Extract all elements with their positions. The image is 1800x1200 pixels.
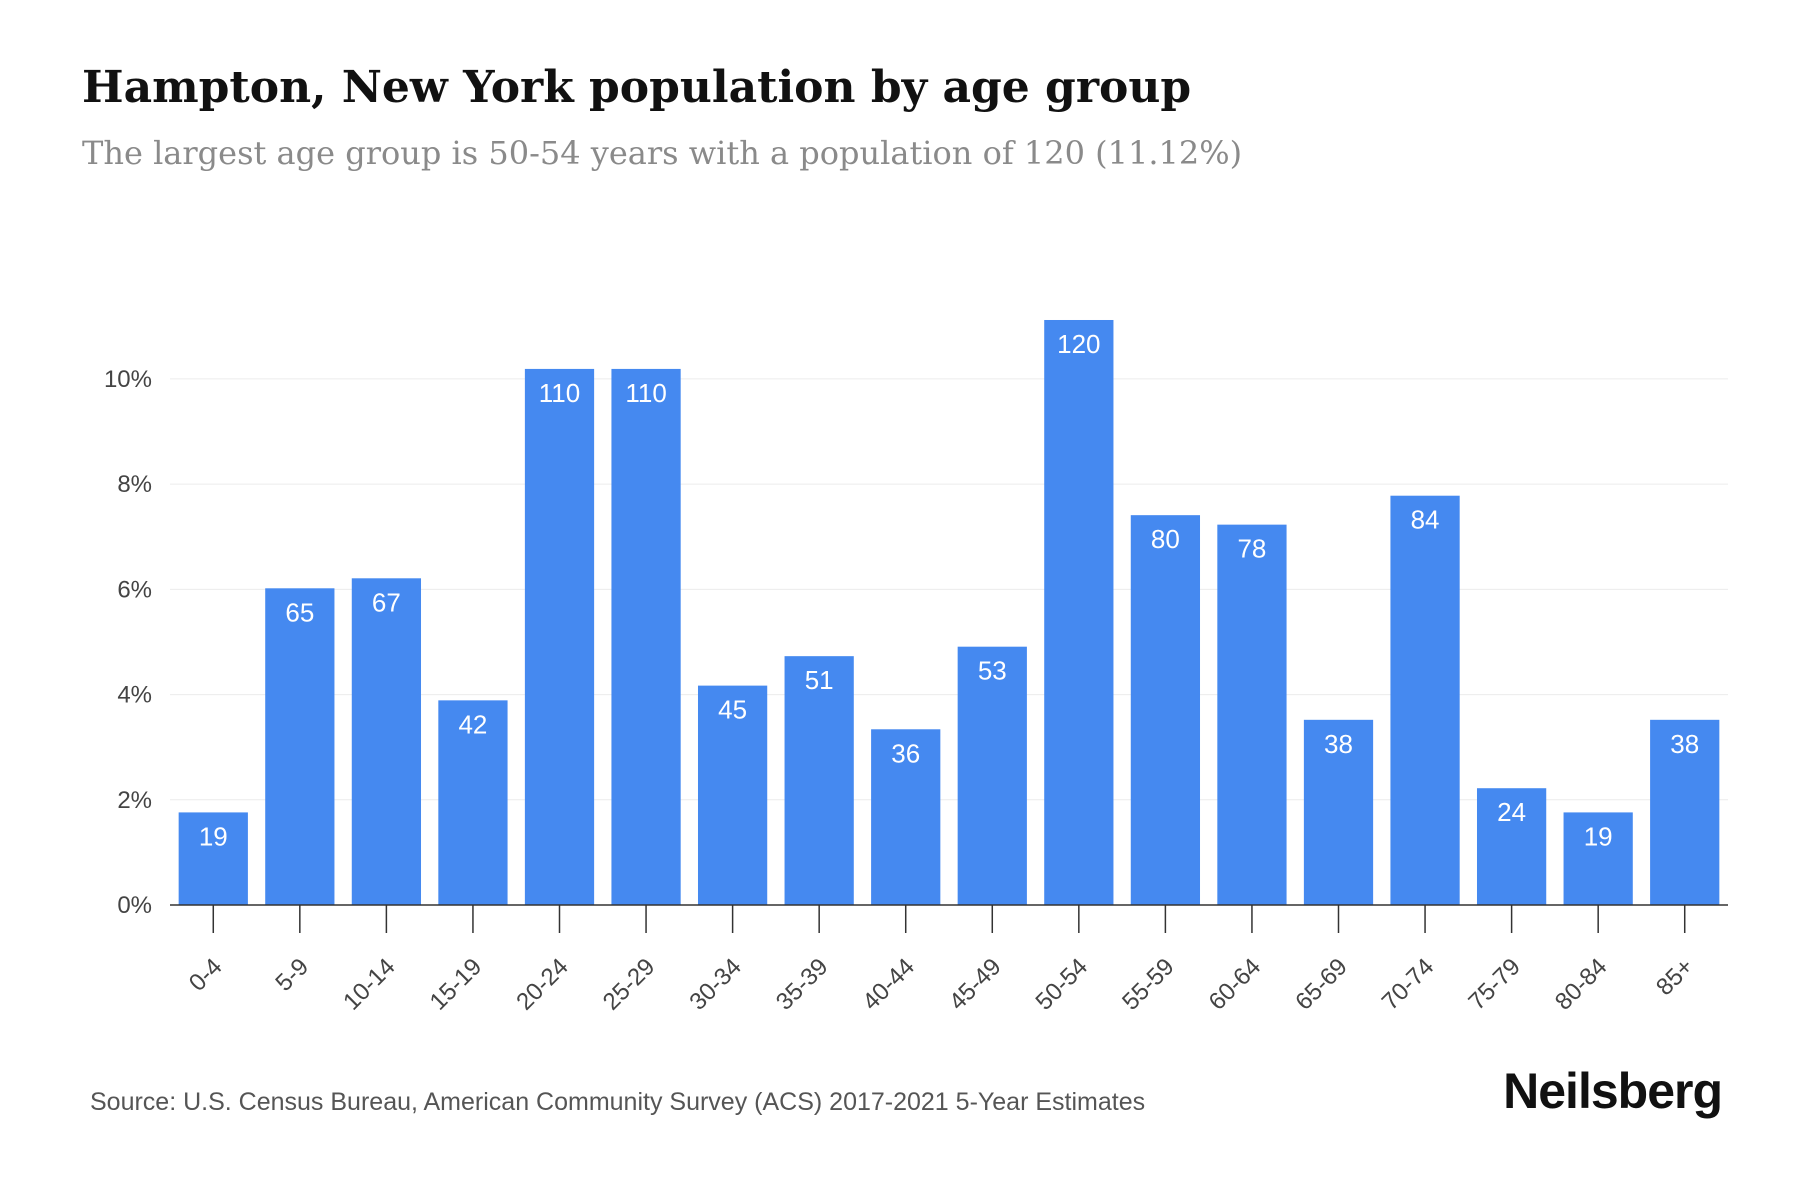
- x-tick-label: 5-9: [270, 953, 314, 997]
- bar: [1476, 788, 1547, 905]
- y-tick-label: 6%: [117, 576, 152, 603]
- bar-value-label: 110: [539, 378, 580, 408]
- y-tick-label: 8%: [117, 471, 152, 498]
- x-tick-label: 10-14: [338, 953, 401, 1016]
- bar-value-label: 120: [1057, 329, 1100, 359]
- bar-value-label: 67: [372, 587, 401, 617]
- bar: [1563, 812, 1633, 905]
- bar: [1130, 515, 1201, 905]
- bar-value-label: 51: [805, 665, 834, 695]
- y-tick-label: 10%: [104, 366, 152, 393]
- bar-value-label: 42: [458, 709, 487, 739]
- x-tick-label: 70-74: [1377, 953, 1440, 1016]
- bar-value-label: 38: [1324, 729, 1353, 759]
- bar-value-label: 110: [625, 378, 666, 408]
- bar: [697, 685, 768, 905]
- x-tick-label: 65-69: [1290, 953, 1353, 1016]
- x-tick-label: 15-19: [425, 953, 488, 1016]
- x-tick-label: 50-54: [1031, 953, 1094, 1016]
- bar-value-label: 24: [1497, 797, 1526, 827]
- bar-value-label: 78: [1237, 534, 1266, 564]
- bar: [1650, 719, 1720, 905]
- x-tick-label: 85+: [1651, 953, 1699, 1001]
- bar-value-label: 84: [1411, 505, 1440, 535]
- y-tick-label: 2%: [117, 787, 152, 814]
- bar: [871, 729, 941, 905]
- y-tick-label: 0%: [117, 892, 152, 919]
- bar: [438, 700, 508, 905]
- bar: [1044, 319, 1114, 905]
- bar-value-label: 19: [199, 821, 228, 851]
- bar: [784, 656, 854, 905]
- x-tick-label: 35-39: [771, 953, 834, 1016]
- x-tick-label: 20-24: [511, 953, 574, 1016]
- bar-value-label: 36: [891, 738, 920, 768]
- y-tick-label: 4%: [117, 682, 152, 709]
- bar: [265, 588, 335, 905]
- bar-value-label: 19: [1584, 821, 1613, 851]
- bar-value-label: 45: [718, 695, 747, 725]
- bar: [178, 812, 248, 905]
- x-tick-label: 55-59: [1117, 953, 1180, 1016]
- x-tick-label: 25-29: [598, 953, 661, 1016]
- bar: [524, 368, 595, 906]
- bar-value-label: 80: [1151, 524, 1180, 554]
- x-tick-label: 75-79: [1463, 953, 1526, 1016]
- source-note: Source: U.S. Census Bureau, American Com…: [90, 1088, 1146, 1116]
- bar-value-label: 65: [285, 597, 314, 627]
- bar: [1303, 719, 1374, 905]
- bar: [351, 578, 422, 905]
- x-tick-label: 45-49: [944, 953, 1007, 1016]
- x-tick-label: 60-64: [1204, 953, 1267, 1016]
- x-tick-label: 0-4: [184, 953, 228, 997]
- x-tick-label: 30-34: [684, 953, 747, 1016]
- bar-value-label: 53: [978, 656, 1007, 686]
- bar-value-label: 38: [1670, 729, 1699, 759]
- x-tick-label: 80-84: [1550, 953, 1613, 1016]
- chart-title: Hampton, New York population by age grou…: [82, 62, 1192, 113]
- brand-logo: Neilsberg: [1503, 1063, 1723, 1119]
- bar: [957, 646, 1027, 905]
- chart-subtitle: The largest age group is 50-54 years wit…: [82, 134, 1243, 172]
- bar: [1217, 524, 1287, 905]
- bar: [611, 368, 681, 906]
- x-tick-label: 40-44: [857, 953, 920, 1016]
- bar: [1390, 495, 1460, 905]
